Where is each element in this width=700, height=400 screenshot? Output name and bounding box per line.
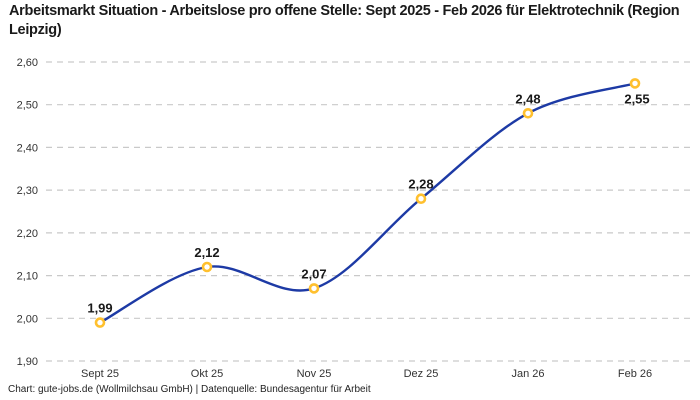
y-tick-label: 2,20 xyxy=(17,228,38,240)
x-tick-label: Nov 25 xyxy=(297,368,332,380)
data-point-label: 2,28 xyxy=(408,177,433,192)
series-line xyxy=(98,82,637,324)
data-point-label: 2,12 xyxy=(194,245,219,260)
data-point-marker xyxy=(308,283,320,294)
chart-title: Arbeitsmarkt Situation - Arbeitslose pro… xyxy=(9,3,680,39)
data-point-marker xyxy=(629,78,641,89)
y-tick-label: 2,40 xyxy=(17,142,38,154)
data-point-marker xyxy=(94,317,106,328)
chart-credit: Chart: gute-jobs.de (Wollmilchsau GmbH) … xyxy=(8,384,371,395)
data-point-marker xyxy=(415,193,427,204)
x-tick-label: Dez 25 xyxy=(404,368,439,380)
data-point-label: 2,07 xyxy=(301,266,326,281)
data-point-label: 1,99 xyxy=(87,301,112,316)
y-tick-label: 2,60 xyxy=(17,57,38,69)
y-tick-label: 1,90 xyxy=(17,356,38,368)
y-tick-label: 2,00 xyxy=(17,313,38,325)
x-tick-label: Sept 25 xyxy=(81,368,119,380)
y-tick-label: 2,30 xyxy=(17,185,38,197)
data-point-label: 2,48 xyxy=(515,91,540,106)
data-point-marker xyxy=(201,261,213,273)
data-point-label: 2,55 xyxy=(624,91,649,106)
x-tick-label: Feb 26 xyxy=(618,368,652,380)
y-tick-label: 2,50 xyxy=(17,100,38,112)
x-tick-label: Okt 25 xyxy=(191,368,223,380)
y-tick-label: 2,10 xyxy=(17,271,38,283)
data-point-marker xyxy=(522,108,534,119)
x-tick-label: Jan 26 xyxy=(511,368,544,380)
